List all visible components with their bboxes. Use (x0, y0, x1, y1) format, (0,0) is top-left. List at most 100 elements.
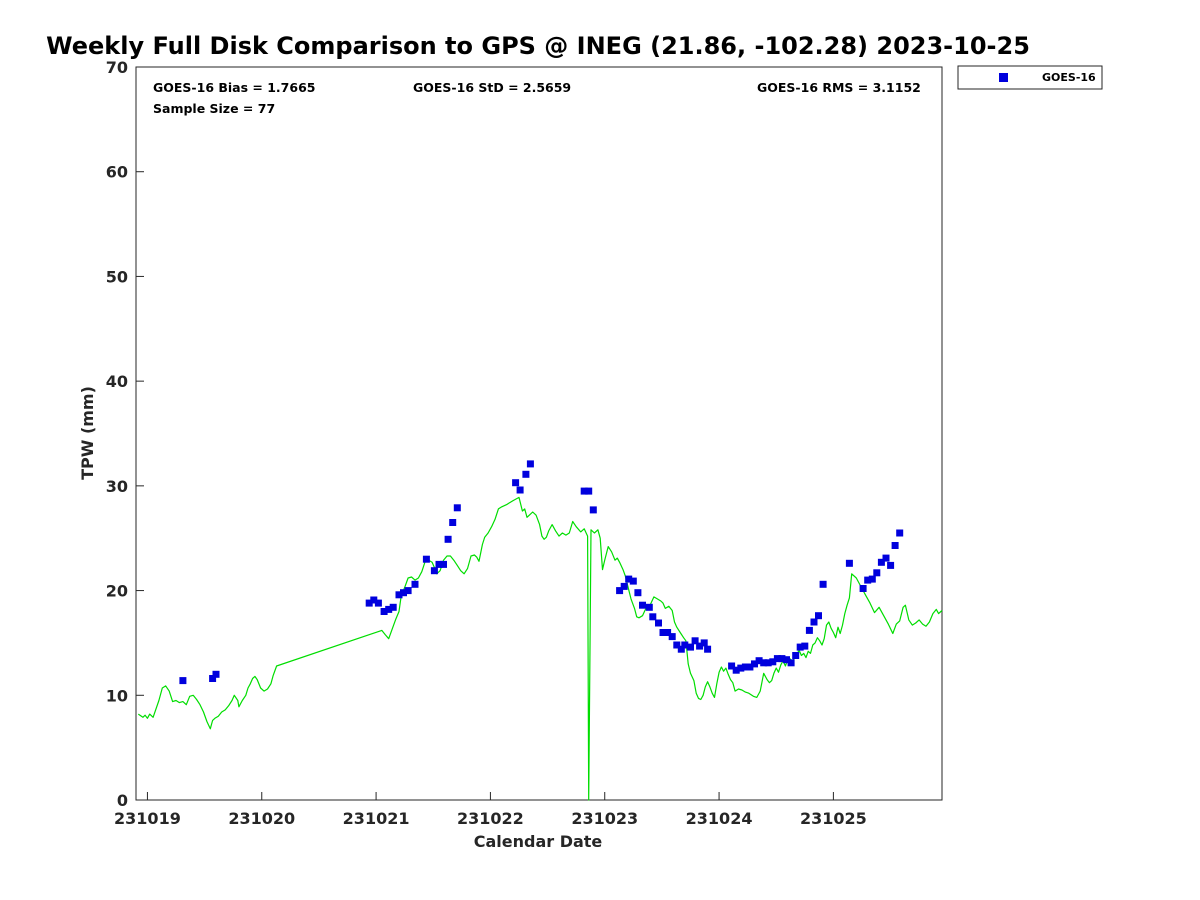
goes16-point (365, 599, 373, 607)
goes16-point (616, 587, 624, 595)
y-tick-label: 0 (117, 791, 128, 810)
goes16-point (516, 486, 524, 494)
goes16-point (655, 619, 662, 627)
goes16-point (700, 639, 708, 647)
y-tick-label: 70 (106, 58, 128, 77)
goes16-point (815, 612, 822, 620)
goes16-point (787, 659, 795, 667)
goes16-point (769, 658, 777, 666)
goes16-point (512, 479, 520, 487)
goes16-point (659, 629, 667, 636)
legend-label-goes16: GOES-16 (1042, 71, 1096, 84)
goes16-point (673, 641, 681, 649)
x-tick-label: 231024 (686, 809, 753, 828)
goes16-point (629, 577, 637, 585)
goes16-point (877, 558, 885, 566)
goes16-point (430, 567, 438, 575)
goes16-point (449, 519, 457, 526)
goes16-point (691, 637, 699, 645)
goes16-point (179, 677, 187, 685)
goes16-point (620, 582, 628, 590)
goes16-point (810, 618, 818, 626)
x-tick-label: 231020 (228, 809, 295, 828)
goes16-point (380, 608, 388, 615)
x-tick-label: 231025 (800, 809, 867, 828)
goes16-point (645, 603, 653, 611)
goes16-point (801, 642, 809, 650)
goes16-point (746, 663, 754, 671)
goes16-point (751, 660, 758, 668)
goes16-point (687, 643, 694, 651)
goes16-point (864, 576, 872, 584)
y-tick-label: 30 (106, 477, 128, 496)
goes16-point (589, 506, 597, 514)
goes16-point (728, 662, 736, 670)
chart-title: Weekly Full Disk Comparison to GPS @ INE… (46, 32, 1030, 60)
goes16-point (681, 641, 689, 649)
goes16-point (440, 560, 447, 568)
x-tick-label: 231019 (114, 809, 181, 828)
legend-box (957, 65, 1103, 90)
goes16-point (819, 580, 827, 588)
goes16-point (395, 591, 403, 599)
y-tick-label: 40 (106, 372, 128, 391)
goes16-point (664, 629, 672, 636)
goes16-point (370, 596, 378, 604)
goes16-point (764, 659, 772, 667)
goes16-point (868, 575, 876, 583)
goes16-point (411, 580, 419, 588)
y-tick-label: 10 (106, 686, 128, 705)
goes16-point (741, 663, 749, 671)
goes16-point (773, 655, 781, 663)
y-tick-label: 20 (106, 582, 128, 601)
goes16-point (385, 605, 393, 613)
plot-area (135, 66, 943, 801)
goes16-point (389, 603, 397, 611)
goes16-point (778, 655, 786, 663)
x-axis: 231019 231020 231021 231022 231023 231024 2310… (114, 792, 867, 828)
goes16-point (422, 555, 430, 563)
goes16-point (677, 645, 685, 653)
goes16-point (522, 470, 530, 478)
std-stat: GOES-16 StD = 2.5659 (413, 80, 571, 95)
goes16-point (668, 633, 676, 641)
goes16-point (792, 652, 800, 659)
goes16-point (453, 504, 461, 512)
goes16-point (639, 601, 646, 609)
goes16-point (845, 559, 853, 567)
rms-stat: GOES-16 RMS = 3.1152 (757, 80, 921, 95)
x-tick-label: 231023 (571, 809, 638, 828)
y-tick-label: 50 (106, 267, 128, 286)
gps-series-line (137, 496, 943, 801)
x-tick-label: 231021 (343, 809, 410, 828)
goes16-point (896, 529, 904, 537)
goes16-point (732, 666, 740, 674)
y-axis-label: TPW (mm) (78, 386, 97, 480)
legend-marker-goes16 (999, 73, 1008, 82)
goes16-point (704, 645, 712, 653)
goes16-point (737, 664, 745, 672)
goes16-point (696, 642, 704, 650)
goes16-point (209, 675, 217, 682)
goes16-point (526, 460, 534, 468)
goes16-point (444, 535, 452, 543)
goes16-point (796, 643, 804, 651)
y-tick-label: 60 (106, 163, 128, 182)
goes16-point (625, 575, 633, 583)
bias-stat: GOES-16 Bias = 1.7665 (153, 80, 315, 95)
x-axis-label: Calendar Date (474, 832, 603, 851)
goes16-point (404, 587, 412, 595)
goes16-point (783, 656, 790, 664)
goes16-point (891, 542, 899, 549)
goes16-point (873, 569, 881, 577)
goes16-point (212, 670, 220, 678)
goes16-point (435, 560, 443, 568)
goes16-point (585, 487, 593, 495)
goes16-point (882, 554, 890, 562)
goes16-point (374, 599, 382, 607)
goes16-point (649, 613, 657, 621)
legend: GOES-16 (957, 65, 1103, 90)
goes16-point (887, 561, 895, 569)
